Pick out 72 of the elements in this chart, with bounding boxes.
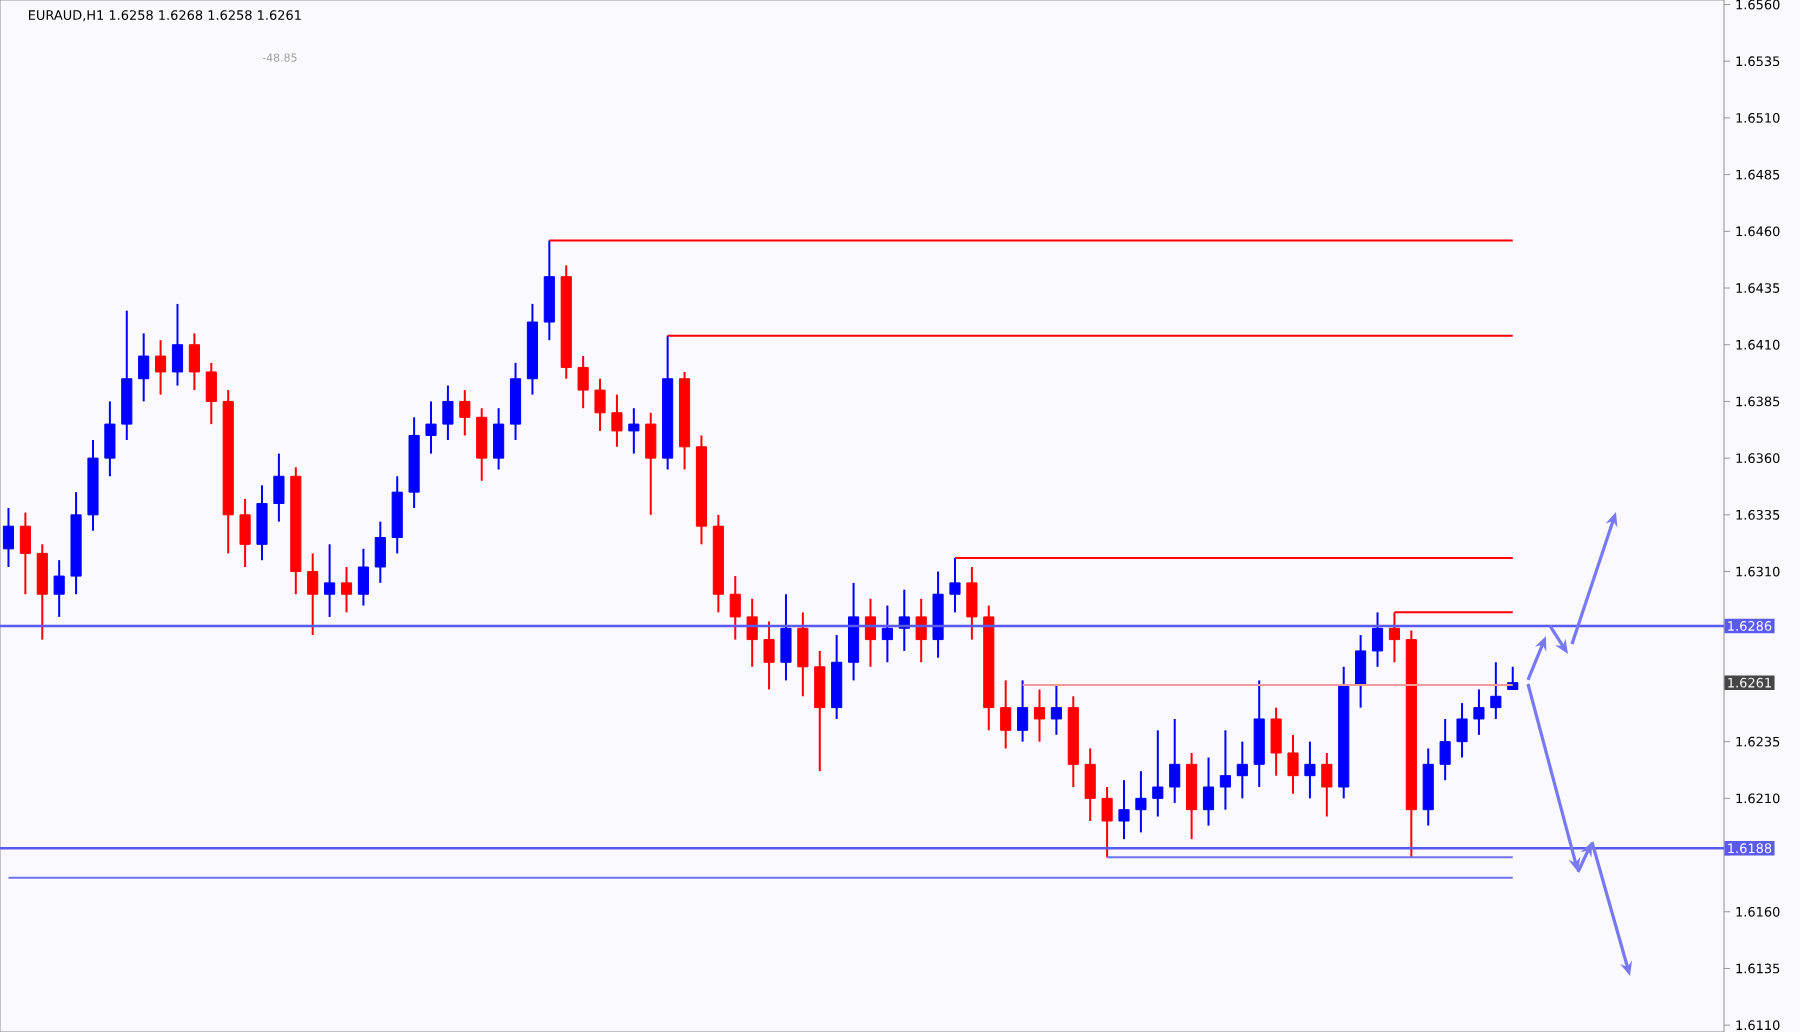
candlestick: [966, 566, 978, 641]
candlestick: [1270, 706, 1282, 777]
candlestick: [425, 400, 437, 455]
candlestick: [915, 597, 927, 664]
candlestick: [138, 332, 150, 403]
candlestick: [1101, 786, 1113, 859]
candlestick: [1422, 747, 1434, 827]
candlestick: [628, 407, 640, 455]
candlestick: [1321, 751, 1333, 818]
candlestick: [1050, 683, 1062, 736]
candlestick: [104, 400, 116, 478]
candlestick: [1152, 729, 1164, 818]
candlestick: [577, 355, 589, 410]
candlestick: [239, 497, 251, 568]
candlestick: [1033, 688, 1046, 743]
candlestick: [831, 634, 843, 720]
candlestick: [932, 570, 944, 659]
candlestick: [155, 339, 167, 396]
candlestick: [1355, 634, 1367, 709]
candlestick: [1287, 733, 1299, 795]
candlestick: [1456, 702, 1468, 759]
candlestick: [121, 309, 133, 441]
candlestick: [493, 407, 505, 471]
candlestick: [2, 507, 15, 568]
candlestick: [864, 597, 877, 668]
candlestick: [1169, 717, 1181, 804]
candlestick: [509, 361, 522, 441]
candlestick: [780, 593, 792, 682]
candlestick: [374, 520, 386, 584]
candlestick: [171, 302, 184, 387]
candlestick: [729, 575, 741, 641]
candlestick: [53, 559, 65, 618]
candlestick: [340, 566, 353, 614]
candlestick: [1236, 740, 1248, 800]
candlestick: [1473, 688, 1485, 736]
candlestick: [459, 389, 471, 437]
candlestick: [763, 620, 775, 691]
candlestick: [1253, 679, 1265, 789]
candlestick: [949, 556, 961, 614]
candlestick: [1000, 679, 1012, 750]
candlestick: [543, 239, 555, 342]
candlestick: [256, 484, 268, 562]
candlestick: [1490, 661, 1502, 720]
candlestick: [1118, 779, 1130, 841]
candlestick: [611, 393, 623, 448]
candlestick: [476, 407, 488, 482]
candlestick: [1186, 751, 1198, 841]
candlestick: [881, 604, 893, 664]
candlestick: [1017, 679, 1029, 743]
candlestick: [1371, 611, 1384, 668]
candlestick: [1219, 729, 1231, 811]
candlestick: [1202, 756, 1215, 827]
candlestick: [307, 552, 319, 637]
candlestick: [1439, 717, 1451, 782]
candlestick: [205, 361, 217, 426]
candlestick: [1084, 747, 1096, 823]
candlestick: [36, 543, 48, 641]
candlestick: [645, 411, 657, 516]
candlestick: [594, 377, 606, 432]
candlestick: [273, 452, 285, 523]
candlestick: [357, 547, 369, 607]
candlestick: [746, 597, 758, 668]
candlestick: [391, 475, 403, 555]
candlestick: [324, 543, 336, 618]
candlestick: [1135, 770, 1147, 834]
candlestick: [814, 649, 826, 773]
candlestick: [797, 611, 809, 698]
candlestick: [848, 581, 860, 682]
candlestick: [442, 384, 454, 441]
candlestick: [188, 332, 200, 392]
candlestick: [1304, 740, 1316, 800]
candlestick: [19, 511, 31, 596]
